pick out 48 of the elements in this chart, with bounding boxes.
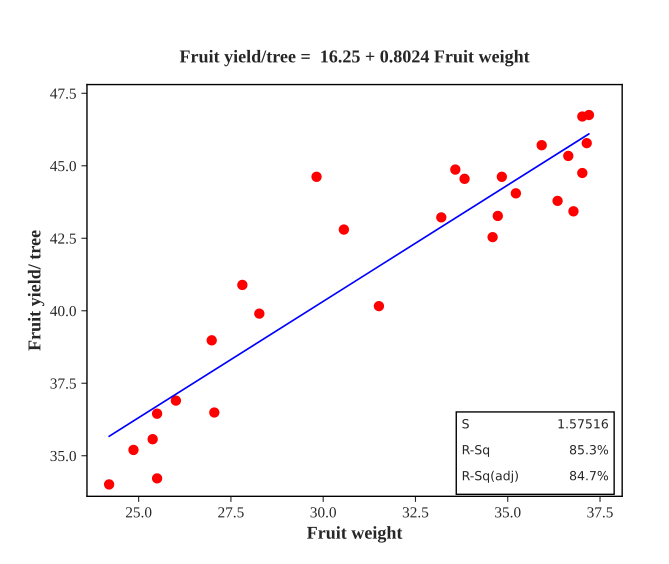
annotation: 84.7% (570, 470, 608, 480)
point (436, 212, 446, 223)
point (568, 206, 579, 216)
point (170, 395, 182, 406)
x-tick-label: 25.0 (126, 507, 152, 518)
point (374, 300, 384, 312)
annotation: S (462, 419, 469, 429)
x-tick-label: 30.0 (310, 507, 336, 518)
x-tick-label: 35.0 (495, 507, 521, 518)
annotation: 1.57516 (558, 419, 608, 429)
y-axis-title: Fruit yield/ tree (28, 230, 44, 351)
point (450, 164, 460, 175)
point (552, 196, 563, 206)
annotation: R-Sq (462, 444, 490, 457)
point (577, 168, 588, 178)
x-axis-title: Fruit weight (306, 526, 402, 543)
point (563, 150, 574, 162)
y-tick-label: 47.5 (50, 88, 76, 99)
point (496, 172, 507, 182)
point (104, 479, 114, 490)
y-tick-label: 35.0 (50, 450, 76, 462)
point (584, 110, 594, 120)
point (152, 473, 162, 484)
point (459, 174, 470, 184)
chart-title: Fruit yield/tree = 16.25 + 0.8024 Fruit weight (180, 50, 530, 66)
point (237, 280, 248, 290)
point (338, 224, 350, 235)
x-tick-label: 32.5 (402, 507, 428, 518)
x-tick-label: 37.5 (587, 507, 613, 518)
point (510, 188, 522, 198)
point (206, 335, 217, 346)
point (128, 444, 139, 456)
x-tick-label: 27.5 (218, 507, 244, 518)
point (487, 232, 498, 242)
point (209, 407, 220, 418)
point (582, 138, 592, 148)
point (152, 408, 162, 419)
y-tick-label: 37.5 (50, 378, 76, 389)
y-tick-label: 42.5 (50, 233, 76, 244)
annotation: 85.3% (570, 444, 608, 454)
y-tick-label: 45.0 (50, 160, 76, 172)
point (254, 308, 264, 319)
point (148, 434, 158, 444)
point (311, 172, 322, 182)
point (492, 210, 503, 222)
y-tick-label: 40.0 (50, 306, 76, 316)
annotation: R-Sq(adj) (462, 470, 518, 483)
point (536, 140, 547, 150)
